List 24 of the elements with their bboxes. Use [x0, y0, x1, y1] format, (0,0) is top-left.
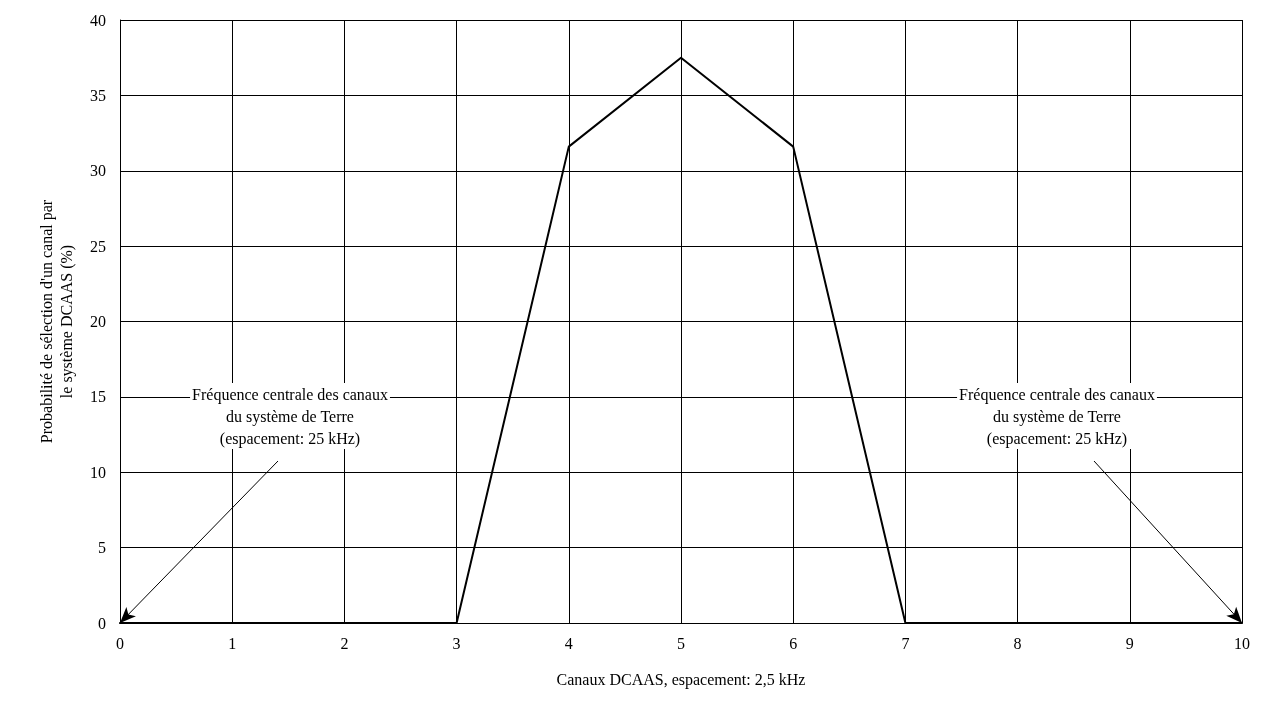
- x-tick-label: 9: [1125, 634, 1134, 652]
- y-axis-title: Probabilité de sélection d'un canal par le système DCAAS (%): [37, 199, 76, 444]
- x-tick-label: 3: [452, 634, 461, 652]
- y-tick-label: 35: [90, 86, 106, 104]
- y-tick-label: 40: [90, 11, 106, 29]
- x-tick-label: 1: [228, 634, 237, 652]
- annotation: Fréquence centrale des canaux du système de Terre (espacement: 25 kHz): [959, 385, 1155, 448]
- y-tick-label: 25: [90, 237, 106, 255]
- x-tick-label: 2: [340, 634, 349, 652]
- y-tick-label: 30: [90, 162, 106, 180]
- x-tick-label: 8: [1013, 634, 1022, 652]
- y-tick-label: 0: [98, 614, 106, 632]
- x-tick-label: 6: [789, 634, 798, 652]
- x-tick-label: 10: [1234, 634, 1250, 652]
- y-tick-label: 15: [90, 388, 106, 406]
- annotation: Fréquence centrale des canaux du système de Terre (espacement: 25 kHz): [192, 385, 388, 448]
- x-tick-label: 7: [901, 634, 910, 652]
- x-tick-label: 0: [116, 634, 124, 652]
- x-tick-label: 4: [564, 634, 573, 652]
- x-axis-title: Canaux DCAAS, espacement: 2,5 kHz: [556, 670, 806, 689]
- y-tick-label: 10: [90, 463, 106, 481]
- y-tick-label: 20: [90, 313, 106, 330]
- x-tick-label: 5: [677, 634, 685, 652]
- y-tick-label: 5: [98, 539, 106, 557]
